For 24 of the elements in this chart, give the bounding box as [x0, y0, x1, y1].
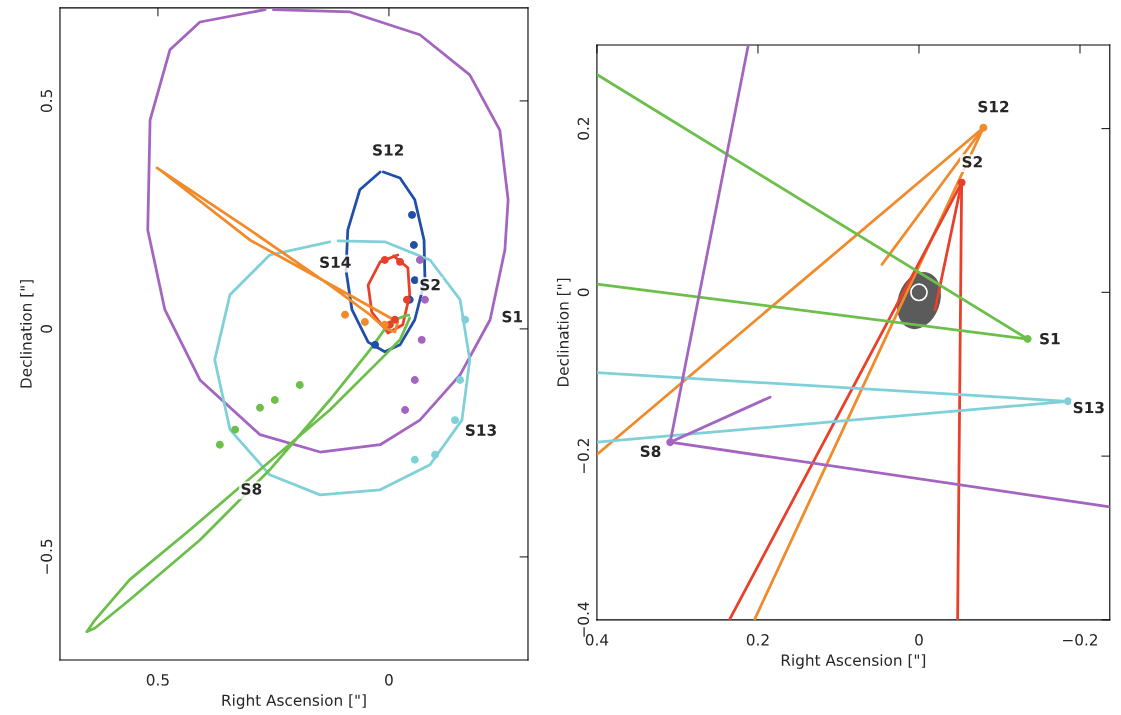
x-tick-label: 0.2 — [746, 634, 769, 646]
annotation: S1 — [502, 310, 523, 323]
x-tick-label: 0 — [915, 634, 923, 646]
annotation: S13 — [465, 424, 496, 436]
y-tick-label: 0 — [40, 325, 53, 333]
annotation: S8 — [640, 445, 661, 457]
annotation: S13 — [1073, 401, 1104, 414]
annotation: S14 — [320, 256, 351, 269]
y-tick-label: 0.2 — [577, 117, 590, 140]
y-tick-label: −0.2 — [577, 439, 590, 474]
annotation: S12 — [373, 144, 403, 156]
annotation: S1 — [1040, 332, 1060, 345]
y-tick-label: 0.5 — [40, 90, 53, 113]
x-axis-title: Right Ascension ["] — [781, 654, 926, 669]
y-axis-title: Declination ["] — [19, 280, 34, 388]
y-tick-label: 0 — [577, 288, 590, 297]
y-axis-title: Declination ["] — [556, 278, 571, 387]
y-tick-label: −0.5 — [40, 539, 53, 574]
annotation: S2 — [420, 278, 440, 291]
x-axis-title: Right Ascension ["] — [222, 694, 366, 709]
annotation: S12 — [978, 100, 1009, 113]
x-tick-label: −0.2 — [1063, 634, 1098, 646]
annotation: S2 — [962, 156, 982, 168]
annotation: S8 — [241, 483, 262, 495]
